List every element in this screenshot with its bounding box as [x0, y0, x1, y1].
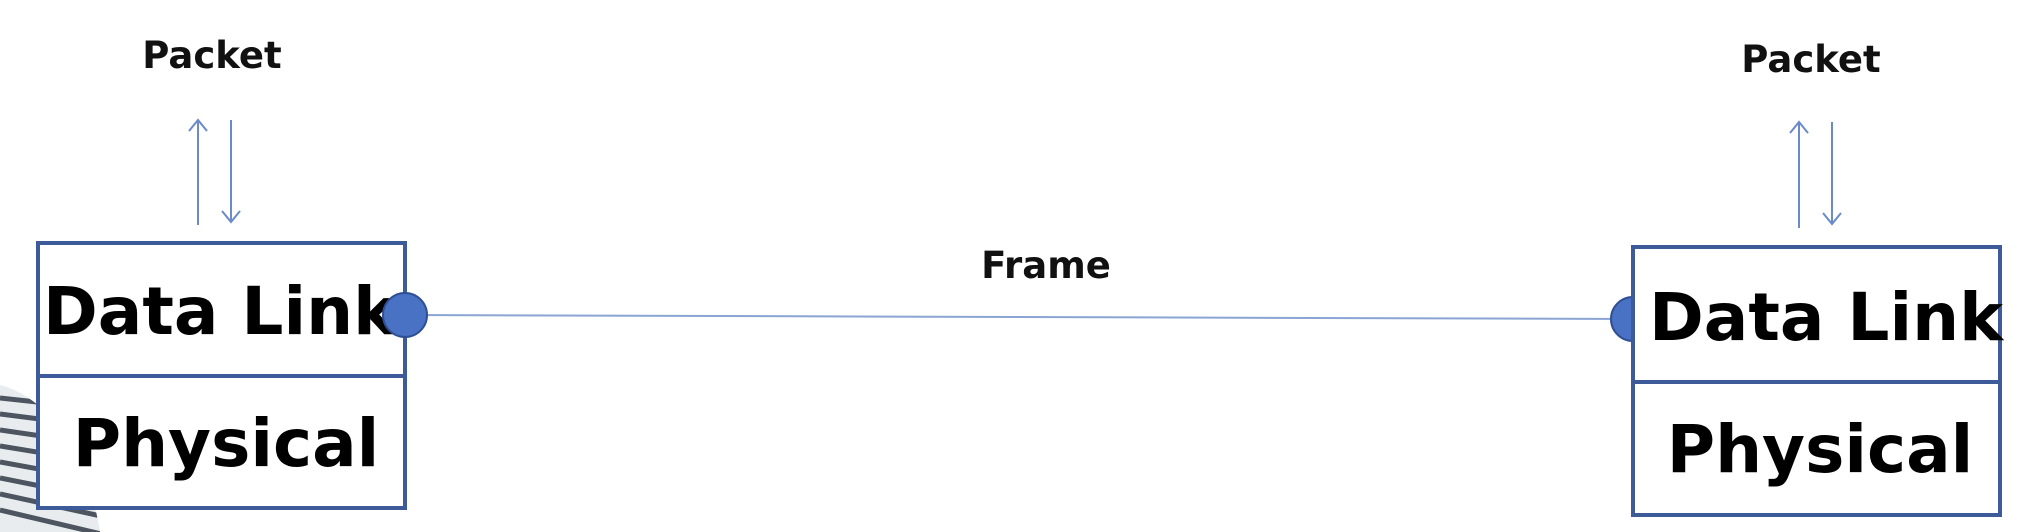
- left-packet-down-arrow-icon: [221, 120, 241, 224]
- left-physical-layer-box: Physical: [36, 374, 407, 510]
- left-link-node: [382, 292, 428, 338]
- right-physical-label: Physical: [1667, 411, 1974, 488]
- right-physical-layer-box: Physical: [1631, 380, 2002, 517]
- left-packet-label: Packet: [142, 34, 281, 77]
- right-data-link-layer-box: Data Link: [1631, 245, 2005, 384]
- right-packet-label: Packet: [1741, 38, 1880, 81]
- left-packet-up-arrow-icon: [188, 118, 208, 225]
- frame-link-line: [404, 314, 1634, 320]
- frame-label: Frame: [981, 244, 1111, 287]
- left-data-link-label: Data Link: [43, 273, 399, 350]
- right-packet-up-arrow-icon: [1789, 120, 1809, 228]
- right-data-link-label: Data Link: [1649, 279, 2005, 356]
- left-data-link-layer-box: Data Link: [36, 241, 407, 378]
- left-physical-label: Physical: [73, 405, 380, 482]
- right-packet-down-arrow-icon: [1822, 122, 1842, 226]
